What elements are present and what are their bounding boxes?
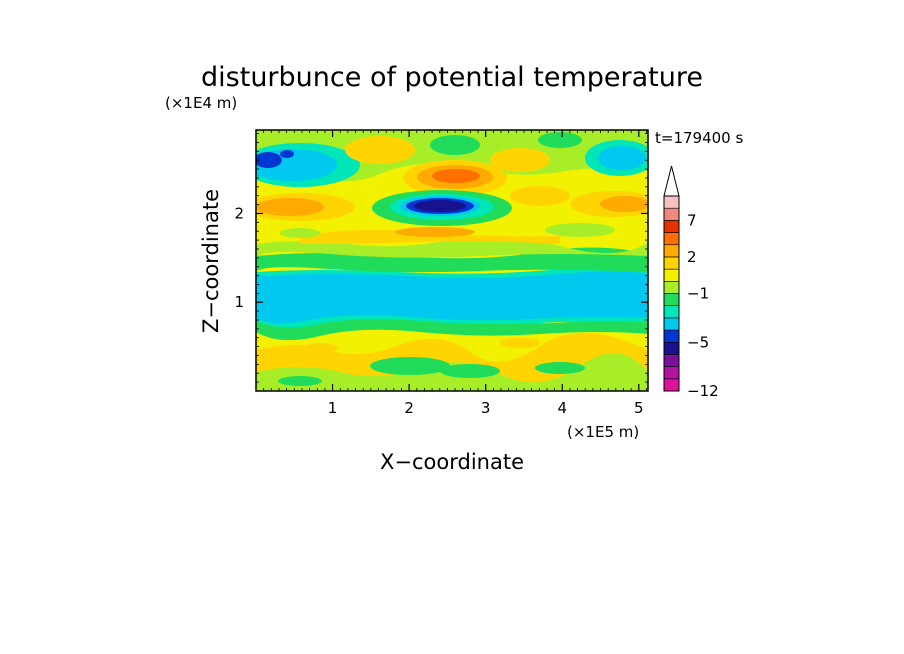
field-lightgreen-band — [256, 236, 648, 258]
field-patch-green-2 — [440, 364, 500, 378]
colorbar-swatch — [663, 293, 680, 306]
y-tick-label: 1 — [234, 293, 244, 311]
colorbar-swatch — [663, 232, 680, 246]
axes: 1 2 3 4 5 1 2 — [234, 130, 648, 417]
field-left-green-patch — [280, 228, 320, 238]
plot-frame — [255, 129, 649, 392]
colorbar-label: 7 — [687, 211, 697, 229]
contour-field — [256, 130, 648, 391]
colorbar-swatch — [663, 305, 680, 319]
field-right-orange — [600, 196, 648, 212]
field-patch-green-3 — [535, 362, 585, 374]
x-tick-label: 1 — [328, 399, 338, 417]
colorbar-swatch — [663, 195, 680, 209]
field-upper-green — [430, 135, 480, 155]
x-tick-label: 5 — [634, 399, 644, 417]
colorbar-label: 2 — [687, 248, 697, 266]
colorbar-frame — [663, 195, 680, 392]
colorbar-swatch — [663, 220, 680, 233]
field-patch-orange-2 — [500, 338, 540, 348]
x-scale-label: (×1E5 m) — [567, 423, 639, 441]
x-axis-label: X−coordinate — [380, 450, 524, 474]
colorbar-swatch — [663, 329, 680, 343]
field-warm-core — [432, 169, 480, 183]
colorbar-swatch — [663, 207, 680, 221]
colorbar-swatch — [663, 378, 680, 392]
colorbar: 7 2 −1 −5 −12 — [663, 165, 719, 400]
x-tick-label: 4 — [557, 399, 567, 417]
field-upper-yellow-1 — [345, 136, 415, 164]
field-upper-yellow-2 — [490, 148, 550, 172]
field-upper-right-cyan — [598, 146, 646, 170]
y-tick-label: 2 — [234, 204, 244, 222]
field-green-band-low — [256, 310, 648, 341]
field-right-mid-yellow — [510, 186, 570, 206]
colorbar-extend-arrow — [663, 165, 680, 197]
time-label: t=179400 s — [655, 129, 743, 147]
colorbar-swatch — [663, 341, 680, 355]
field-patch-green-1 — [370, 357, 450, 375]
field-upper-left-blue-2 — [280, 150, 294, 158]
chart-title: disturbunce of potential temperature — [201, 62, 703, 93]
y-axis-label: Z−coordinate — [199, 189, 223, 333]
field-upper-left-blue — [256, 152, 282, 168]
field-right-green-patch — [545, 223, 615, 237]
x-tick-label: 3 — [481, 399, 491, 417]
colorbar-swatch — [663, 256, 680, 270]
y-scale-label: (×1E4 m) — [165, 94, 237, 112]
colorbar-swatch — [663, 244, 680, 258]
field-cold-core — [414, 200, 466, 212]
colorbar-swatch — [663, 268, 680, 282]
x-tick-label: 2 — [404, 399, 414, 417]
field-cyan-band — [256, 271, 648, 324]
field-patch-orange-1 — [302, 343, 338, 353]
colorbar-label: −5 — [687, 333, 709, 351]
field-lower-warm-core — [395, 227, 475, 237]
field-patch-green-4 — [278, 376, 322, 386]
colorbar-label: −12 — [687, 382, 719, 400]
colorbar-swatch — [663, 317, 680, 331]
colorbar-label: −1 — [687, 285, 709, 303]
colorbar-swatch — [663, 354, 680, 367]
field-left-orange — [256, 198, 324, 216]
colorbar-swatch — [663, 281, 680, 294]
colorbar-swatch — [663, 366, 680, 380]
field-upper-green-2 — [538, 132, 582, 148]
